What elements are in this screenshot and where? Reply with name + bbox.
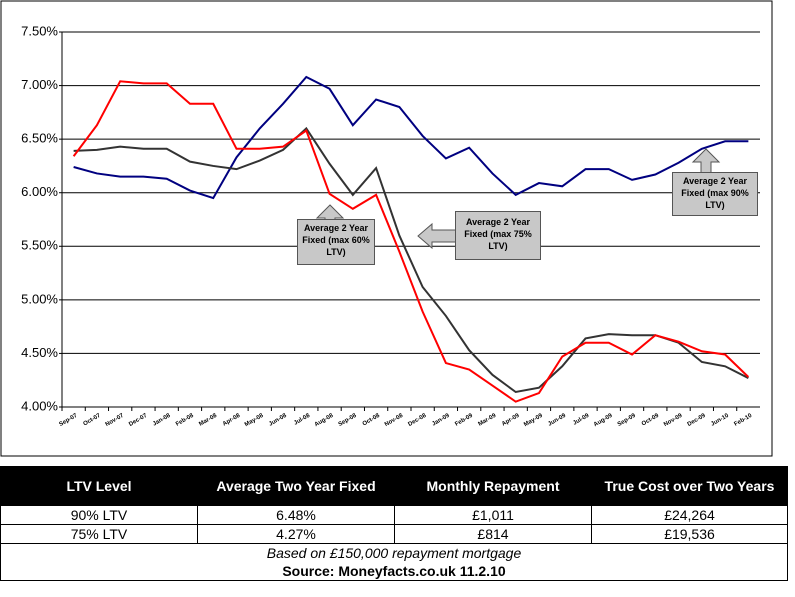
lines bbox=[72, 75, 750, 403]
cell: 90% LTV bbox=[0, 505, 198, 525]
header-cell: True Cost over Two Years bbox=[591, 466, 788, 506]
header-row: LTV Level Average Two Year Fixed Monthly… bbox=[0, 466, 788, 506]
source: Source: Moneyfacts.co.uk 11.2.10 bbox=[0, 562, 788, 581]
y-tick-label: 4.50% bbox=[21, 345, 58, 360]
y-tick-label: 7.00% bbox=[21, 77, 58, 92]
y-tick-label: 6.50% bbox=[21, 131, 58, 146]
header-cell: Average Two Year Fixed bbox=[197, 466, 395, 506]
row: 75% LTV 4.27% £814 £19,536 bbox=[0, 524, 788, 544]
series-line bbox=[73, 75, 749, 200]
y-tick-label: 4.00% bbox=[21, 398, 58, 413]
annotation: Average 2 Year Fixed (max 90% LTV) bbox=[672, 172, 758, 216]
y-tick-label: 5.50% bbox=[21, 238, 58, 253]
note: Based on £150,000 repayment mortgage bbox=[0, 543, 788, 562]
cell: £1,011 bbox=[394, 505, 592, 525]
chart-frame bbox=[0, 0, 773, 457]
y-tick-label: 5.00% bbox=[21, 291, 58, 306]
row: 90% LTV 6.48% £1,011 £24,264 bbox=[0, 505, 788, 525]
cell: £19,536 bbox=[591, 524, 788, 544]
y-tick-label: 6.00% bbox=[21, 184, 58, 199]
cell: £814 bbox=[394, 524, 592, 544]
summary-table: LTV Level Average Two Year Fixed Monthly… bbox=[0, 466, 788, 581]
header-cell: LTV Level bbox=[0, 466, 198, 506]
annotation: Average 2 Year Fixed (max 60% LTV) bbox=[297, 219, 375, 265]
header-cell: Monthly Repayment bbox=[394, 466, 592, 506]
cell: 6.48% bbox=[197, 505, 395, 525]
cell: 75% LTV bbox=[0, 524, 198, 544]
annotation: Average 2 Year Fixed (max 75% LTV) bbox=[455, 211, 541, 260]
cell: 4.27% bbox=[197, 524, 395, 544]
series-line bbox=[72, 80, 750, 403]
chart: 4.00% 4.50% 5.00% 5.50% 6.00% 6.50% 7.00% 7.50%… bbox=[0, 0, 773, 457]
y-tick-label: 7.50% bbox=[21, 23, 58, 38]
cell: £24,264 bbox=[591, 505, 788, 525]
series-line bbox=[73, 126, 749, 394]
